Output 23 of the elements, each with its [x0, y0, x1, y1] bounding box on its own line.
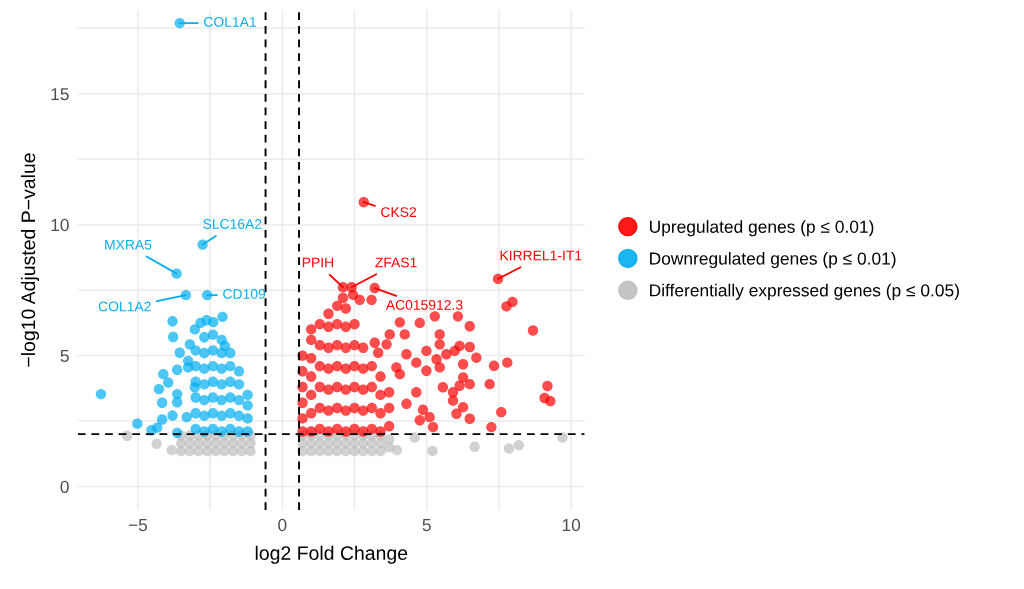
y-tick-label: 10 [51, 218, 69, 232]
annotation: KIRREL1-IT1 [500, 250, 582, 261]
x-axis-title: log2 Fold Change [255, 545, 408, 564]
annotation: AC015912.3 [385, 300, 463, 310]
x-tick-label: 5 [422, 519, 431, 532]
annotation: MXRA5 [105, 239, 152, 250]
x-tick-label: 0 [278, 518, 287, 532]
y-tick-label: 0 [60, 480, 69, 493]
annotation: COL1A1 [204, 17, 256, 27]
annotation: CD109 [223, 289, 266, 299]
annotation: ZFAS1 [375, 257, 417, 268]
y-tick-label: 15 [51, 88, 69, 101]
y-axis-title: −log10 Adjusted P−value [20, 153, 40, 367]
x-tick-label: −5 [128, 519, 148, 532]
legend-label: Downregulated genes (p ≤ 0.01) [650, 251, 896, 269]
annotation: PPIH [302, 257, 334, 268]
x-tick-label: 10 [562, 518, 581, 532]
annotation: CKS2 [381, 207, 417, 218]
legend-label: Differentially expressed genes (p ≤ 0.05) [650, 283, 959, 300]
y-tick-label: 5 [60, 349, 69, 363]
annotation: SLC16A2 [203, 219, 262, 229]
legend-label: Upregulated genes (p ≤ 0.01) [650, 220, 874, 237]
annotation: COL1A2 [98, 301, 151, 312]
